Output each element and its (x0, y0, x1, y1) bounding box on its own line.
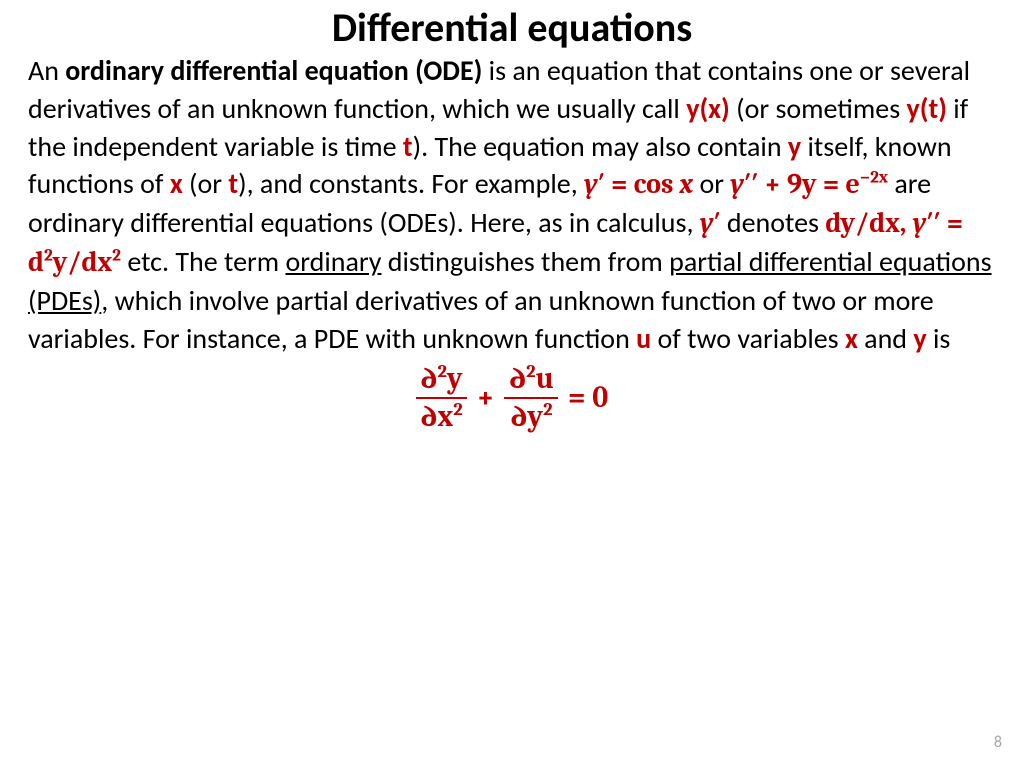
f2-dy: ∂y (510, 399, 543, 434)
text: (or (183, 166, 229, 201)
f2-u: u (536, 361, 554, 396)
slide: Differential equations An ordinary diffe… (0, 0, 1024, 768)
f1-d: ∂ (420, 361, 438, 396)
eq2-pp: ′′ (744, 168, 758, 200)
yprime-y: y (700, 207, 714, 239)
eq1-cos: cos (634, 168, 680, 200)
yprime: y′ (700, 207, 721, 239)
deriv-pp: ′′ (926, 207, 940, 239)
deriv-y: y (913, 207, 927, 239)
eq2: y′′ + 9y = e−2x (730, 168, 888, 200)
text: ). The equation may also contain (413, 129, 788, 164)
yx: y(x) (686, 91, 730, 126)
y-var-2: y (913, 321, 926, 356)
f1-sup: 2 (438, 360, 447, 382)
x-var: x (170, 166, 183, 201)
text: or (693, 166, 730, 201)
deriv-mid: y/dx (53, 246, 112, 278)
deriv-s1: 2 (44, 246, 53, 266)
f2-d: ∂ (508, 361, 526, 396)
fraction-1: ∂2y ∂x2 (416, 363, 467, 432)
page-number: 8 (994, 733, 1002, 752)
deriv-s2: 2 (112, 246, 121, 266)
f1-y: y (447, 361, 463, 396)
pde-equation: ∂2y ∂x2 + ∂2u ∂y2 = 0 (28, 363, 996, 432)
eq2-exp: −2x (860, 168, 888, 188)
text: and (858, 321, 914, 356)
eq2-rest: + 9y = e (758, 168, 860, 200)
text: etc. The term (121, 244, 285, 279)
text: (or sometimes (730, 91, 907, 126)
text: distinguishes them from (381, 244, 669, 279)
ordinary-underline: ordinary (285, 244, 381, 279)
f2-dsup: 2 (543, 398, 552, 420)
deriv-1: dy/dx, (825, 207, 912, 239)
eq1-prime: ′ (598, 168, 605, 200)
slide-title: Differential equations (28, 6, 996, 50)
eq1-eq: = (605, 168, 634, 200)
t-var-2: t (228, 166, 238, 201)
y-var: y (788, 129, 801, 164)
yprime-s: ′ (714, 207, 721, 239)
equals-zero: = 0 (568, 380, 608, 415)
f1-dx: ∂x (420, 399, 453, 434)
f1-dsup: 2 (453, 398, 462, 420)
t-var: t (403, 129, 413, 164)
body-text: An ordinary differential equation (ODE) … (28, 52, 996, 357)
text: is (927, 321, 951, 356)
eq1-y: y (584, 168, 598, 200)
x-var-2: x (845, 321, 858, 356)
text: of two variables (651, 321, 845, 356)
text: denotes (721, 205, 826, 240)
eq2-y: y (730, 168, 744, 200)
text: An (28, 53, 65, 88)
f2-sup: 2 (526, 360, 535, 382)
fraction-2: ∂2u ∂y2 (504, 363, 557, 432)
u-var: u (636, 321, 651, 356)
yt: y(t) (907, 91, 947, 126)
eq1-x: x (680, 168, 694, 200)
plus-sign: + (477, 380, 495, 415)
eq1: y′ = cos x (584, 168, 693, 200)
ode-term: ordinary differential equation (ODE) (65, 53, 482, 88)
text: ), and constants. For example, (238, 166, 584, 201)
